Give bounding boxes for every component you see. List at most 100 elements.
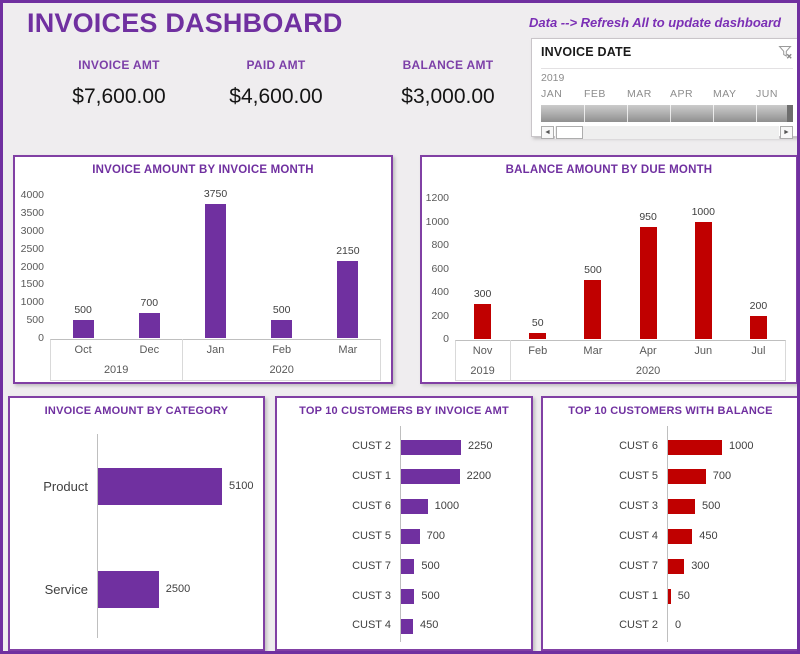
y-tick-label: 3500 (20, 206, 44, 219)
slicer-year-label: 2019 (541, 72, 565, 84)
category-label: Feb (528, 345, 548, 357)
y-tick-label: 600 (431, 262, 449, 275)
category-label: CUST 4 (352, 619, 391, 632)
chart-title: INVOICE AMOUNT BY CATEGORY (44, 405, 229, 417)
bar (98, 468, 222, 505)
slicer-segment-divider (670, 105, 671, 122)
chart-title: INVOICE AMOUNT BY INVOICE MONTH (92, 164, 314, 176)
category-label: CUST 2 (352, 440, 391, 452)
data-label: 300 (473, 287, 492, 300)
data-label: 700 (140, 296, 159, 309)
chart-invoice-amount-by-category: INVOICE AMOUNT BY CATEGORY Product 5100 Se… (8, 396, 265, 651)
bar (401, 559, 415, 575)
category-axis-box (455, 340, 786, 381)
slicer-segment-divider (627, 105, 628, 122)
data-label: 1000 (691, 205, 715, 218)
data-label: 3750 (203, 187, 228, 200)
category-label: Mar (583, 345, 603, 357)
category-axis-box (50, 339, 381, 381)
column-bar (474, 303, 492, 339)
refresh-instruction: Data --> Refresh All to update dashboard (529, 15, 781, 30)
scrollbar-thumb[interactable] (556, 126, 583, 139)
column-bar (749, 315, 767, 339)
bar (668, 559, 685, 575)
column-bar (205, 203, 226, 338)
slicer-month-label: MAR (627, 88, 652, 100)
bar (668, 469, 706, 485)
kpi-label: BALANCE AMT (402, 58, 494, 72)
category-label: Nov (472, 345, 493, 357)
scrollbar-track[interactable] (555, 126, 779, 139)
y-tick-label: 400 (431, 286, 449, 298)
bar (98, 571, 159, 608)
value-label: 1000 (434, 499, 460, 512)
category-label: Jan (206, 344, 225, 356)
value-label: 300 (691, 559, 710, 572)
data-label: 2150 (336, 245, 360, 258)
category-label: Jun (694, 345, 713, 357)
scrollbar-left-arrow-icon[interactable]: ◄ (541, 126, 554, 139)
kpi-value: $3,000.00 (401, 85, 495, 108)
y-tick-label: 800 (431, 239, 449, 251)
kpi-invoice-amt: INVOICE AMT $7,600.00 (41, 58, 197, 109)
y-tick-label: 1500 (20, 278, 44, 291)
value-label: 500 (421, 559, 440, 572)
slicer-scrollbar: ◄ ► (541, 125, 793, 140)
slicer-range-end-handle[interactable] (787, 105, 793, 122)
category-label: Product (43, 478, 88, 494)
y-tick-label: 0 (38, 332, 44, 344)
group-separator (510, 340, 512, 381)
category-label: CUST 1 (619, 589, 658, 602)
column-bar (138, 312, 160, 338)
value-label: 1000 (729, 440, 754, 452)
category-label: Feb (272, 344, 292, 356)
y-tick-label: 1000 (20, 296, 44, 309)
scrollbar-right-arrow-icon[interactable]: ► (780, 126, 793, 139)
y-tick-label: 1000 (425, 215, 449, 228)
y-tick-label: 1200 (425, 192, 449, 204)
slicer-segment-divider (756, 105, 757, 122)
slicer-month-label: JUN (756, 88, 778, 100)
page-title: INVOICES DASHBOARD (27, 8, 343, 38)
chart-invoice-amount-by-invoice-month: INVOICE AMOUNT BY INVOICE MONTH 4000 3500… (13, 155, 393, 384)
chart-title: TOP 10 CUSTOMERS WITH BALANCE (568, 405, 773, 417)
category-label: Dec (139, 344, 160, 356)
value-label: 450 (420, 619, 439, 632)
bar (401, 529, 420, 545)
category-label: Oct (74, 344, 92, 356)
slicer-month-label: MAY (713, 88, 737, 100)
slicer-month-label: APR (670, 88, 694, 100)
kpi-paid-amt: PAID AMT $4,600.00 (198, 58, 354, 109)
category-axis-line (400, 426, 401, 642)
value-label: 0 (675, 619, 682, 632)
data-label: 500 (584, 264, 602, 277)
category-label: CUST 2 (619, 619, 658, 632)
bar (401, 499, 428, 515)
bar (668, 499, 695, 515)
column-bar (271, 320, 293, 338)
category-label: CUST 7 (352, 559, 391, 572)
y-tick-label: 500 (26, 314, 44, 327)
data-label: 200 (749, 299, 768, 312)
slicer-month-label: FEB (584, 88, 606, 100)
clear-filter-icon[interactable] (777, 44, 793, 65)
category-label: CUST 6 (352, 499, 391, 512)
slicer-title: INVOICE DATE (541, 45, 632, 59)
kpi-value: $4,600.00 (229, 85, 323, 108)
slicer-selection-bar[interactable] (541, 105, 793, 122)
slicer-divider (541, 68, 793, 69)
y-tick-label: 2000 (20, 260, 44, 273)
value-label: 500 (421, 589, 440, 602)
data-label: 500 (74, 304, 92, 317)
data-label: 50 (531, 317, 544, 330)
column-bar (72, 320, 94, 338)
bar (401, 439, 461, 455)
column-bar (639, 227, 657, 339)
y-tick-label: 200 (431, 309, 449, 322)
group-separator (182, 339, 184, 381)
kpi-label: INVOICE AMT (78, 58, 160, 72)
chart-title: BALANCE AMOUNT BY DUE MONTH (505, 164, 713, 176)
slicer-segment-divider (584, 105, 585, 122)
